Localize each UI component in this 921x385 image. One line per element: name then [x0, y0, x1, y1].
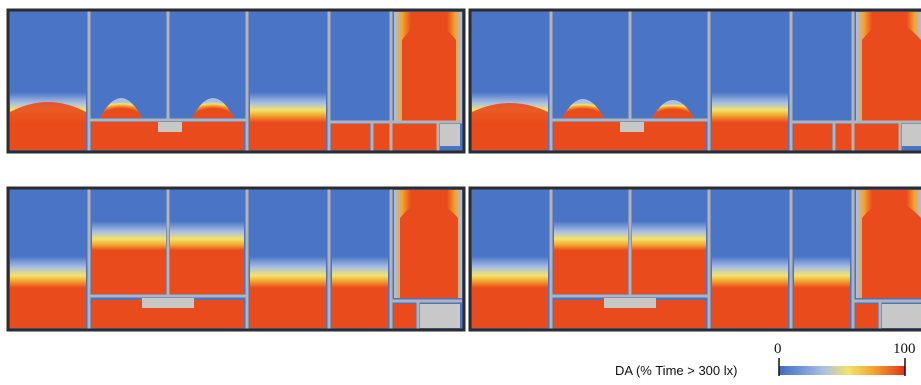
room-4 — [712, 12, 788, 150]
room-5 — [794, 190, 850, 328]
room-5 — [332, 190, 388, 328]
room-5 — [332, 12, 388, 120]
core — [604, 298, 656, 308]
colorbar-min-label: 0 — [774, 341, 782, 357]
colorbar-max-label: 100 — [893, 341, 916, 357]
room-4 — [712, 190, 788, 328]
core — [142, 298, 194, 308]
panel-top-left — [6, 8, 466, 154]
room-4 — [250, 190, 326, 328]
room-3 — [170, 190, 244, 294]
room-2 — [92, 190, 166, 294]
panel-top-right — [468, 8, 921, 154]
legend-title: DA (% Time > 300 lx) — [615, 363, 738, 378]
core — [158, 122, 182, 132]
panel-bottom-left — [6, 186, 466, 332]
room-2 — [554, 190, 628, 294]
room-1 — [10, 190, 86, 328]
room-1 — [472, 190, 548, 328]
panel-bottom-right — [468, 186, 921, 332]
core — [620, 122, 644, 132]
room-3 — [632, 12, 706, 118]
room-4 — [250, 12, 326, 150]
room-3 — [632, 190, 706, 294]
room-2 — [92, 12, 166, 118]
colorbar — [779, 366, 905, 375]
room-5 — [794, 12, 850, 120]
room-2 — [554, 12, 628, 118]
colorbar-legend — [778, 358, 906, 376]
